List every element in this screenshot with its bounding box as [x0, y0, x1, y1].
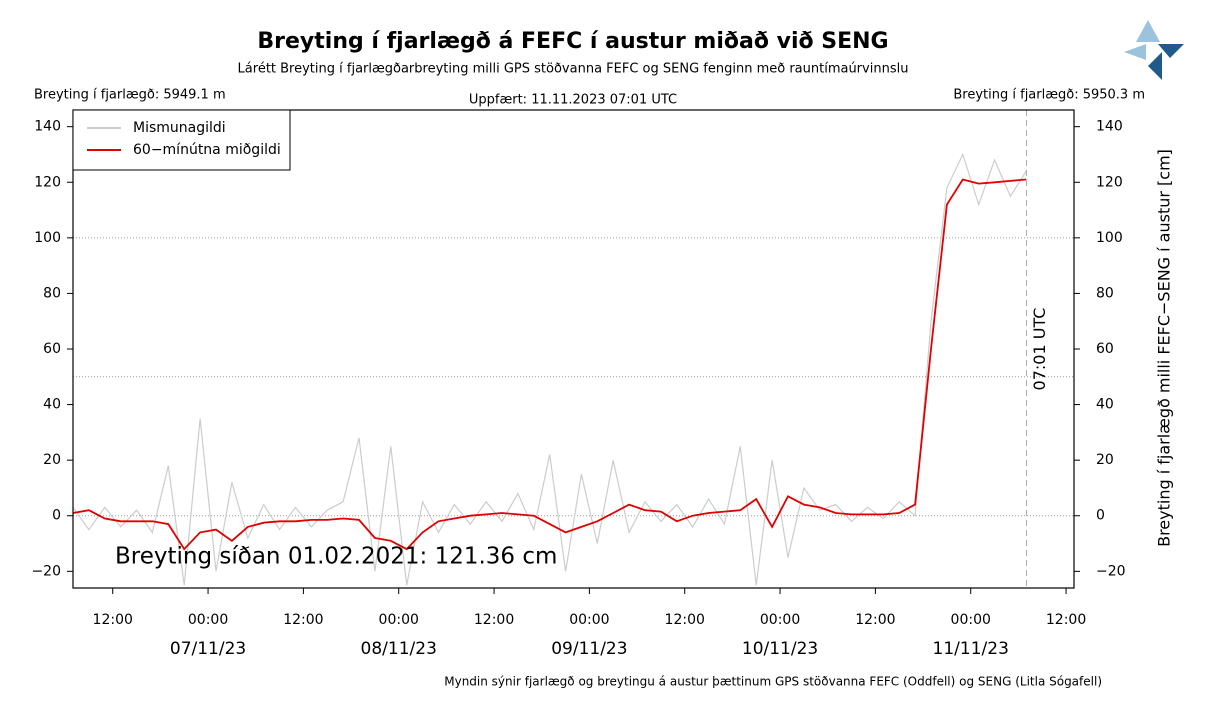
x-tick-label: 12:00 — [1046, 612, 1086, 628]
x-tick-label: 12:00 — [855, 612, 895, 628]
legend-box — [72, 109, 291, 171]
series-line — [72, 178, 1027, 551]
x-tick-label: 00:00 — [379, 612, 419, 628]
y2-tick-label: 40 — [1096, 397, 1114, 413]
y2-tick-label: 80 — [1096, 285, 1114, 301]
y2-tick-label: 120 — [1096, 174, 1123, 190]
logo-part — [1158, 44, 1184, 58]
footer: Myndin sýnir fjarlægð og breytingu á aus… — [444, 675, 1102, 689]
y2-tick-label: 0 — [1096, 508, 1105, 524]
x-date-label: 10/11/23 — [742, 639, 818, 659]
chart-title: Breyting í fjarlægð á FEFC í austur miða… — [257, 29, 888, 54]
x-date-label: 08/11/23 — [361, 639, 437, 659]
y-tick-label: 60 — [43, 341, 61, 357]
x-tick-label: 12:00 — [665, 612, 705, 628]
legend-label: Mismunagildi — [133, 120, 226, 136]
y2-tick-label: 20 — [1096, 452, 1114, 468]
x-tick-label: 12:00 — [283, 612, 323, 628]
now-label: 07:01 UTC — [1030, 308, 1049, 391]
x-tick-label: 12:00 — [93, 612, 133, 628]
y-tick-label: 80 — [43, 285, 61, 301]
left-note: Breyting í fjarlægð: 5949.1 m — [34, 88, 226, 103]
x-tick-label: 12:00 — [474, 612, 514, 628]
y-tick-label: 120 — [34, 174, 61, 190]
plot-frame — [72, 109, 1075, 589]
x-tick-label: 00:00 — [760, 612, 800, 628]
logo-part — [1136, 20, 1160, 42]
update-note: Uppfært: 11.11.2023 07:01 UTC — [469, 93, 677, 108]
right-note: Breyting í fjarlægð: 5950.3 m — [953, 88, 1145, 103]
x-tick-label: 00:00 — [569, 612, 609, 628]
y-tick-label: 40 — [43, 397, 61, 413]
x-tick-label: 00:00 — [951, 612, 991, 628]
x-tick-label: 00:00 — [188, 612, 228, 628]
logo-part — [1124, 44, 1146, 60]
logo — [1124, 20, 1184, 80]
annotation: Breyting síðan 01.02.2021: 121.36 cm — [115, 544, 557, 570]
y-tick-label: 0 — [52, 508, 61, 524]
y2-tick-label: 140 — [1096, 119, 1123, 135]
x-date-label: 11/11/23 — [933, 639, 1009, 659]
y-axis-label: Breyting í fjarlægð milli FEFC−SENG í au… — [1155, 149, 1174, 547]
series-line — [72, 152, 1027, 586]
y-tick-label: 20 — [43, 452, 61, 468]
y-tick-label: 100 — [34, 230, 61, 246]
y2-tick-label: 60 — [1096, 341, 1114, 357]
y-tick-label: 140 — [34, 119, 61, 135]
y2-tick-label: −20 — [1096, 563, 1126, 579]
x-date-label: 09/11/23 — [551, 639, 627, 659]
y-tick-label: −20 — [31, 563, 61, 579]
y2-tick-label: 100 — [1096, 230, 1123, 246]
x-date-label: 07/11/23 — [170, 639, 246, 659]
legend-label: 60−mínútna miðgildi — [133, 142, 281, 158]
chart-subtitle: Lárétt Breyting í fjarlægðarbreyting mil… — [238, 62, 909, 77]
logo-part — [1148, 52, 1162, 80]
